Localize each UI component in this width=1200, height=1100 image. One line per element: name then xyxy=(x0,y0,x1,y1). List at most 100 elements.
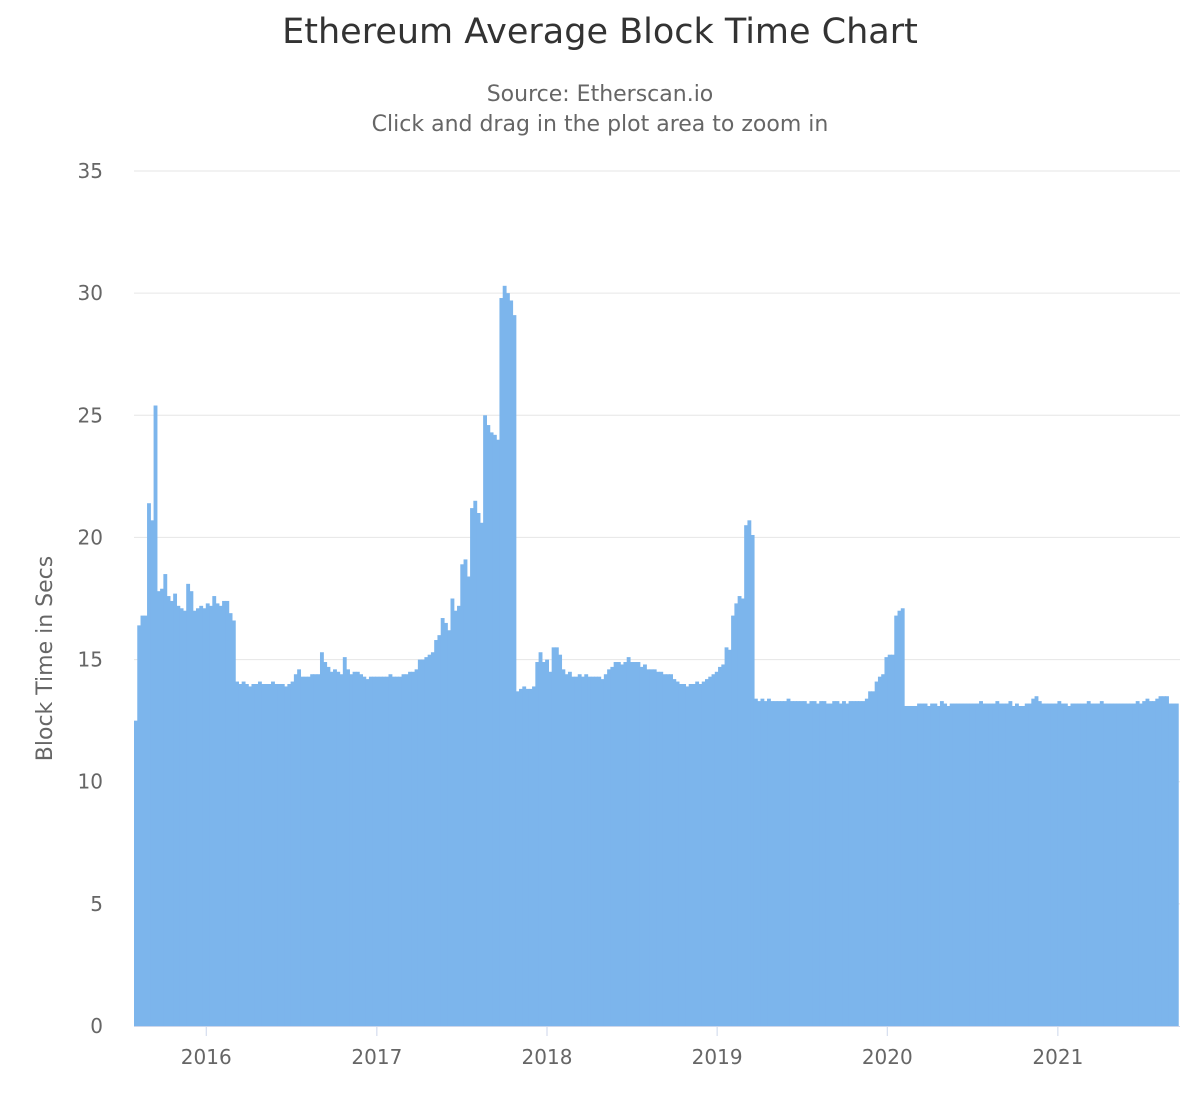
bar[interactable] xyxy=(691,684,696,1026)
bar[interactable] xyxy=(1031,698,1036,1026)
bar[interactable] xyxy=(705,679,709,1026)
bar[interactable] xyxy=(300,676,305,1026)
bar[interactable] xyxy=(952,703,957,1026)
bar[interactable] xyxy=(825,703,830,1026)
bar[interactable] xyxy=(646,669,651,1026)
bar[interactable] xyxy=(969,703,974,1026)
bar[interactable] xyxy=(440,618,445,1026)
bar[interactable] xyxy=(979,701,983,1026)
bar[interactable] xyxy=(512,315,517,1027)
bar[interactable] xyxy=(858,701,863,1026)
bar[interactable] xyxy=(1090,703,1094,1026)
bar[interactable] xyxy=(310,674,315,1026)
bar[interactable] xyxy=(1070,703,1075,1026)
bar[interactable] xyxy=(972,703,977,1026)
bar[interactable] xyxy=(225,600,230,1026)
bar[interactable] xyxy=(150,520,155,1026)
bar[interactable] xyxy=(1005,703,1010,1026)
bar[interactable] xyxy=(395,676,399,1026)
bar[interactable] xyxy=(398,676,403,1026)
bar[interactable] xyxy=(1008,701,1013,1026)
bar[interactable] xyxy=(525,688,530,1026)
bar[interactable] xyxy=(228,613,233,1026)
bar[interactable] xyxy=(708,676,713,1026)
bar[interactable] xyxy=(855,701,859,1026)
bar[interactable] xyxy=(349,674,354,1026)
bar[interactable] xyxy=(414,669,419,1026)
bar[interactable] xyxy=(1060,703,1065,1026)
bar[interactable] xyxy=(884,657,889,1026)
bar[interactable] xyxy=(956,703,961,1026)
bar[interactable] xyxy=(610,666,615,1026)
bar[interactable] xyxy=(904,705,908,1026)
bar[interactable] xyxy=(241,681,246,1026)
bar[interactable] xyxy=(470,508,474,1027)
bar[interactable] xyxy=(776,701,781,1026)
bar[interactable] xyxy=(806,703,811,1026)
bar[interactable] xyxy=(1148,701,1153,1026)
bar[interactable] xyxy=(946,705,951,1026)
bar[interactable] xyxy=(205,603,210,1026)
bar[interactable] xyxy=(682,684,687,1026)
bar[interactable] xyxy=(483,415,487,1026)
bar[interactable] xyxy=(851,701,856,1026)
bar[interactable] xyxy=(401,674,406,1026)
bar[interactable] xyxy=(639,666,644,1026)
bar[interactable] xyxy=(793,701,797,1026)
bar[interactable] xyxy=(362,676,367,1026)
bar[interactable] xyxy=(554,647,559,1026)
bar[interactable] xyxy=(1135,701,1140,1026)
bar[interactable] xyxy=(933,703,938,1026)
bar[interactable] xyxy=(731,615,735,1026)
bar[interactable] xyxy=(182,610,187,1026)
bar[interactable] xyxy=(698,684,703,1026)
bar-series[interactable] xyxy=(134,285,1179,1027)
bar[interactable] xyxy=(656,671,660,1026)
bar[interactable] xyxy=(669,674,673,1026)
bar[interactable] xyxy=(688,684,693,1026)
bar[interactable] xyxy=(1047,703,1052,1026)
bar[interactable] xyxy=(649,669,654,1026)
bar[interactable] xyxy=(926,705,931,1026)
bar[interactable] xyxy=(329,671,334,1026)
bar[interactable] xyxy=(724,647,729,1026)
bar[interactable] xyxy=(1165,696,1169,1026)
bar[interactable] xyxy=(450,598,455,1027)
bar[interactable] xyxy=(437,635,442,1026)
bar[interactable] xyxy=(261,684,266,1026)
bar[interactable] xyxy=(597,676,602,1026)
bar[interactable] xyxy=(1125,703,1130,1026)
bar[interactable] xyxy=(1054,703,1059,1026)
bar[interactable] xyxy=(1155,698,1160,1026)
bar[interactable] xyxy=(718,666,722,1026)
bar[interactable] xyxy=(714,671,719,1026)
bar[interactable] xyxy=(274,684,279,1026)
bar[interactable] xyxy=(975,703,980,1026)
bar[interactable] xyxy=(838,703,843,1026)
bar[interactable] xyxy=(1014,703,1019,1026)
bar[interactable] xyxy=(306,676,311,1026)
bar[interactable] xyxy=(1001,703,1006,1026)
bar[interactable] xyxy=(496,439,501,1026)
bar[interactable] xyxy=(368,676,373,1026)
bar[interactable] xyxy=(767,698,771,1026)
bar[interactable] xyxy=(701,681,706,1026)
bar[interactable] xyxy=(890,654,895,1026)
bar[interactable] xyxy=(502,285,507,1026)
bar[interactable] xyxy=(427,654,432,1026)
bar[interactable] xyxy=(248,686,253,1026)
bar[interactable] xyxy=(1063,703,1068,1026)
bar[interactable] xyxy=(962,703,967,1026)
bar[interactable] xyxy=(861,701,866,1026)
bar[interactable] xyxy=(623,662,628,1026)
bar[interactable] xyxy=(616,662,621,1026)
bar[interactable] xyxy=(134,720,138,1026)
bar[interactable] xyxy=(160,588,164,1026)
bar[interactable] xyxy=(1067,705,1072,1026)
bar[interactable] xyxy=(770,701,775,1026)
bar[interactable] xyxy=(868,691,873,1026)
bar[interactable] xyxy=(463,559,468,1026)
bar[interactable] xyxy=(453,610,458,1026)
bar[interactable] xyxy=(169,600,174,1026)
